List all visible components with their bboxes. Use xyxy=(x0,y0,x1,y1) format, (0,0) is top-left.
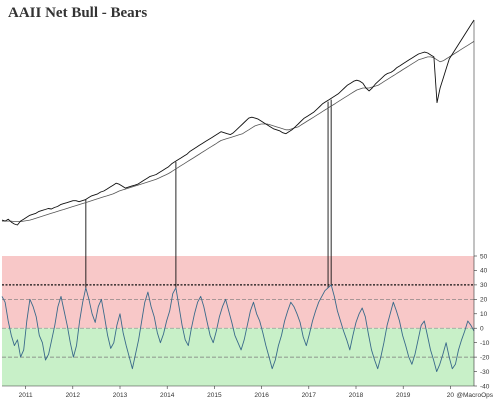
y-tick-label: 40 xyxy=(480,268,488,275)
moving-average-line xyxy=(2,41,475,223)
axes: 50 40 30 20 10 0 -10 -20 -30 -40 2011 2012 2013 2014 2… xyxy=(2,20,494,399)
y-tick-label: 20 xyxy=(480,297,488,304)
y-tick-label: 0 xyxy=(480,326,484,333)
y-tick-label: 50 xyxy=(480,253,488,260)
band-0 xyxy=(2,256,474,329)
y-tick-label: 30 xyxy=(480,282,488,289)
x-tick-label: 2016 xyxy=(254,392,269,399)
signal-lines xyxy=(85,99,332,288)
x-tick-label: 2015 xyxy=(207,392,222,399)
y-tick-label: -40 xyxy=(480,383,490,390)
shaded-bands xyxy=(2,256,474,386)
price-panel xyxy=(1,19,475,226)
x-tick-label: 2013 xyxy=(113,392,128,399)
y-tick-label: -10 xyxy=(480,340,490,347)
x-tick-label: 2012 xyxy=(66,392,81,399)
y-tick-label: -20 xyxy=(480,354,490,361)
sentiment-panel xyxy=(1,284,475,373)
sentiment-line xyxy=(1,284,475,373)
reference-lines xyxy=(2,284,474,358)
x-tick-label: 2017 xyxy=(302,392,317,399)
x-tick-label: 20 xyxy=(447,392,455,399)
x-tick-label: 2014 xyxy=(160,392,175,399)
x-tick-label: 2018 xyxy=(349,392,364,399)
price-line xyxy=(1,19,475,226)
credit-label: @MacroOps xyxy=(456,392,493,399)
x-tick-label: 2011 xyxy=(19,392,33,399)
y-tick-label: -30 xyxy=(480,369,490,376)
y-tick-label: 10 xyxy=(480,311,488,318)
chart-title: AAII Net Bull - Bears xyxy=(8,5,148,21)
x-tick-label: 2019 xyxy=(396,392,411,399)
